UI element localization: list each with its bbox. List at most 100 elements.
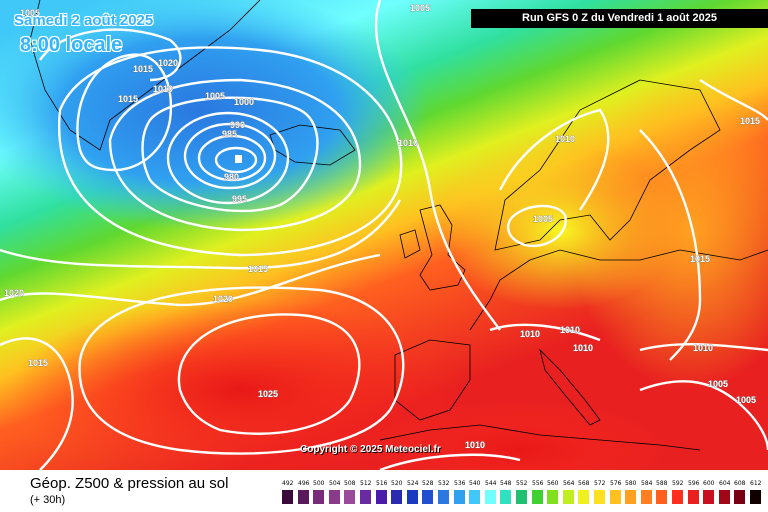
isobar-label: 1015 — [118, 94, 138, 104]
legend-swatch — [282, 490, 293, 504]
iberia-coast — [394, 339, 471, 421]
isobar-1000 — [141, 96, 319, 213]
legend-label: 600 — [703, 480, 715, 487]
legend-label: 516 — [376, 480, 388, 487]
legend-label: 544 — [485, 480, 497, 487]
legend-label: 596 — [688, 480, 700, 487]
isobar-1005 — [108, 78, 362, 232]
isobar-1015-greenland — [76, 53, 173, 172]
isobar-1015-southwest — [0, 337, 74, 470]
legend-label: 580 — [625, 480, 637, 487]
legend-swatch — [485, 490, 496, 504]
legend-label: 508 — [344, 480, 356, 487]
legend-label: 612 — [750, 480, 762, 487]
isobar-label: 1020 — [213, 294, 233, 304]
valid-time: 8:00 locale — [20, 34, 123, 56]
legend-swatch — [688, 490, 699, 504]
isobar-label: 1010 — [555, 134, 575, 144]
isobar-label: 1010 — [153, 84, 173, 94]
legend-label: 576 — [610, 480, 622, 487]
isobar-label: 1015 — [133, 64, 153, 74]
isobar-label: 1025 — [258, 389, 278, 399]
legend-label: 604 — [719, 480, 731, 487]
isobar-label: 1010 — [573, 343, 593, 353]
isobar-1015-west — [0, 199, 402, 270]
legend-label: 556 — [532, 480, 544, 487]
legend-swatch — [578, 490, 589, 504]
legend-label: 584 — [641, 480, 653, 487]
isobar-label: 1010 — [465, 440, 485, 450]
isobar-1010-scandinavia — [498, 108, 610, 211]
isobar-label: 980 — [224, 172, 239, 182]
copyright-notice: Copyright © 2025 Meteociel.fr — [300, 444, 441, 455]
isobar-label: 985 — [222, 129, 237, 139]
isobar-1010-mediterranean — [379, 453, 521, 470]
isobar-label: 990 — [230, 120, 245, 130]
legend-label: 548 — [500, 480, 512, 487]
map-parameter-title: Géop. Z500 & pression au sol — [30, 475, 229, 492]
legend-swatch — [469, 490, 480, 504]
legend-label: 592 — [672, 480, 684, 487]
legend-label: 492 — [282, 480, 294, 487]
isobar-985 — [197, 134, 267, 182]
north-africa-coast — [379, 424, 701, 451]
legend-swatch — [625, 490, 636, 504]
legend-swatch — [594, 490, 605, 504]
footer: Géop. Z500 & pression au sol (+ 30h) 492… — [0, 470, 768, 512]
legend-swatch — [703, 490, 714, 504]
isobar-1010-east — [639, 343, 768, 352]
legend-swatch — [360, 490, 371, 504]
legend-swatch — [547, 490, 558, 504]
isobar-1020-west — [0, 253, 381, 307]
isobar-label: 1015 — [740, 116, 760, 126]
legend-label: 500 — [313, 480, 325, 487]
isobar-label: 1020 — [4, 288, 24, 298]
legend-label: 540 — [469, 480, 481, 487]
coastlines — [29, 0, 768, 451]
legend-label: 524 — [407, 480, 419, 487]
isobar-label: 1020 — [158, 58, 178, 68]
isobar-995 — [166, 111, 290, 205]
legend-swatch — [610, 490, 621, 504]
isobar-label: 1015 — [690, 254, 710, 264]
british-isles-coast — [399, 204, 466, 291]
africa-hot-shading — [370, 400, 670, 470]
iceland-coast — [269, 124, 356, 166]
legend-label: 520 — [391, 480, 403, 487]
legend-swatch — [376, 490, 387, 504]
legend-swatch — [438, 490, 449, 504]
valid-date: Samedi 2 août 2025 — [14, 12, 154, 29]
western-europe-coast — [469, 249, 768, 331]
isobar-label: 1005 — [205, 91, 225, 101]
forecast-offset: (+ 30h) — [30, 494, 66, 506]
legend-swatch — [719, 490, 730, 504]
legend-swatch — [407, 490, 418, 504]
isobar-1005-east — [639, 380, 768, 451]
legend-label: 504 — [329, 480, 341, 487]
legend-swatch — [344, 490, 355, 504]
legend-swatch — [454, 490, 465, 504]
legend-swatch — [750, 490, 761, 504]
legend-swatch — [298, 490, 309, 504]
italy-coast — [539, 348, 601, 426]
isobar-label: 1005 — [20, 8, 40, 18]
east-orange-shading — [570, 70, 768, 390]
isobar-labels: 1005 1005 1020 1015 1010 1015 1005 1000 … — [4, 3, 761, 451]
isobar-label: 1010 — [398, 138, 418, 148]
legend-swatch — [672, 490, 683, 504]
legend-swatch — [532, 490, 543, 504]
legend-swatch — [391, 490, 402, 504]
legend-swatch — [313, 490, 324, 504]
legend-label: 536 — [454, 480, 466, 487]
legend-label: 512 — [360, 480, 372, 487]
geopotential-map: 1005 1005 1020 1015 1010 1015 1005 1000 … — [0, 0, 768, 470]
legend-label: 588 — [656, 480, 668, 487]
isobar-label: 1005 — [533, 214, 553, 224]
isobar-1020-azores — [78, 286, 405, 455]
isobar-label: 1010 — [520, 329, 540, 339]
greenland-coast — [29, 0, 261, 151]
legend-swatch — [329, 490, 340, 504]
low-center-marker — [235, 155, 242, 163]
isobar-1020-greenland — [39, 28, 182, 82]
legend-swatch — [422, 490, 433, 504]
